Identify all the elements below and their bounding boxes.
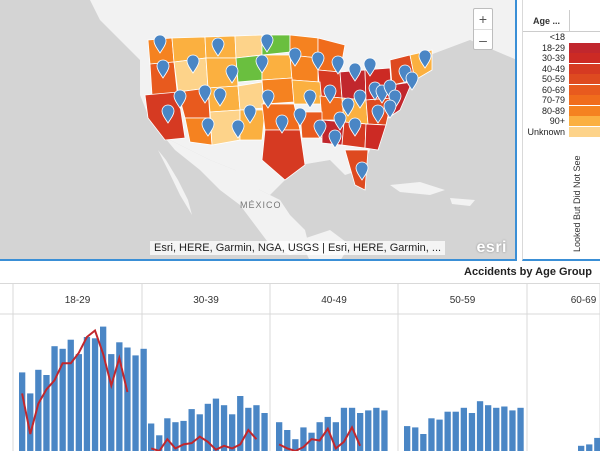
chart-bar[interactable] bbox=[253, 405, 259, 451]
legend-item-swatch bbox=[569, 43, 600, 53]
chart-bar[interactable] bbox=[221, 405, 227, 451]
chart-bar[interactable] bbox=[148, 424, 154, 451]
country-label: MÉXICO bbox=[240, 200, 282, 210]
legend-vertical-label: Looked But Did Not See bbox=[572, 155, 582, 252]
legend-item[interactable]: <18 bbox=[523, 32, 600, 43]
chart-bar[interactable] bbox=[365, 410, 371, 451]
age-group-chart: 18-29 30-39 40-49 50-59 60-69 bbox=[0, 284, 600, 451]
chart-panel: 18-29 30-39 40-49 50-59 60-69 bbox=[0, 283, 600, 450]
legend-item-swatch bbox=[569, 106, 600, 116]
chart-bar[interactable] bbox=[509, 410, 515, 451]
chart-bar[interactable] bbox=[164, 418, 170, 451]
legend-item[interactable]: 40-49 bbox=[523, 64, 600, 75]
column-header: 60-69 bbox=[571, 295, 597, 306]
chart-bars bbox=[19, 327, 600, 451]
chart-bar[interactable] bbox=[420, 434, 426, 451]
legend-item-label: 60-69 bbox=[542, 85, 565, 95]
legend-item-label: 40-49 bbox=[542, 64, 565, 74]
chart-bar[interactable] bbox=[445, 412, 451, 451]
chart-bar[interactable] bbox=[469, 413, 475, 451]
chart-bar[interactable] bbox=[92, 338, 98, 451]
legend-item[interactable]: 18-29 bbox=[523, 43, 600, 54]
chart-bar[interactable] bbox=[213, 399, 219, 451]
esri-logo[interactable]: esri bbox=[477, 239, 507, 257]
caribbean-islands bbox=[390, 182, 475, 206]
chart-bar[interactable] bbox=[51, 346, 57, 451]
chart-bar[interactable] bbox=[373, 408, 379, 451]
legend-item-swatch bbox=[569, 74, 600, 84]
chart-title: Accidents by Age Group bbox=[464, 266, 592, 278]
chart-bar[interactable] bbox=[485, 405, 491, 451]
chart-bar[interactable] bbox=[453, 412, 459, 451]
legend-item-swatch bbox=[569, 64, 600, 74]
legend-column-divider bbox=[569, 10, 570, 32]
legend-item-swatch bbox=[569, 116, 600, 126]
chart-bar[interactable] bbox=[229, 414, 235, 451]
column-header: 40-49 bbox=[321, 295, 347, 306]
chart-bar[interactable] bbox=[428, 418, 434, 451]
chart-bar[interactable] bbox=[189, 409, 195, 451]
legend-item-label: 90+ bbox=[550, 116, 565, 126]
map-attribution[interactable]: Esri, HERE, Garmin, NGA, USGS | Esri, HE… bbox=[150, 241, 445, 255]
legend-item-swatch bbox=[569, 53, 600, 63]
legend-item-swatch bbox=[569, 32, 600, 42]
chart-bar[interactable] bbox=[141, 349, 147, 451]
column-header: 30-39 bbox=[193, 295, 219, 306]
chart-bar[interactable] bbox=[477, 401, 483, 451]
legend-item-label: 50-59 bbox=[542, 74, 565, 84]
legend-title[interactable]: Age ... bbox=[533, 16, 560, 26]
baja-landmass bbox=[158, 150, 192, 215]
legend-item-swatch bbox=[569, 95, 600, 105]
column-header: 18-29 bbox=[65, 295, 91, 306]
legend-item-label: 70-79 bbox=[542, 95, 565, 105]
state-region bbox=[235, 35, 262, 58]
chart-bar[interactable] bbox=[594, 438, 600, 451]
chart-bar[interactable] bbox=[412, 427, 418, 451]
chart-bar[interactable] bbox=[132, 355, 138, 451]
legend-header: Age ... bbox=[523, 10, 600, 32]
chart-bar[interactable] bbox=[461, 408, 467, 451]
legend-item[interactable]: Unknown bbox=[523, 127, 600, 138]
chart-bar[interactable] bbox=[517, 408, 523, 451]
map-panel[interactable]: MÉXICO + – Esri, HERE, Garmin, NGA, USGS… bbox=[0, 0, 517, 261]
legend-item-label: Unknown bbox=[527, 127, 565, 137]
legend-item[interactable]: 70-79 bbox=[523, 95, 600, 106]
zoom-out-button[interactable]: – bbox=[474, 29, 492, 49]
chart-bar[interactable] bbox=[493, 408, 499, 451]
legend-item[interactable]: 60-69 bbox=[523, 85, 600, 96]
legend-item[interactable]: 50-59 bbox=[523, 74, 600, 85]
chart-bar[interactable] bbox=[84, 337, 90, 451]
chart-bar[interactable] bbox=[276, 422, 282, 451]
us-choropleth-map[interactable] bbox=[0, 0, 517, 261]
chart-column-headers: 18-29 30-39 40-49 50-59 60-69 bbox=[65, 295, 597, 306]
legend-item-swatch bbox=[569, 127, 600, 137]
chart-bar[interactable] bbox=[586, 444, 592, 451]
chart-bar[interactable] bbox=[76, 354, 82, 451]
legend-item-label: 80-89 bbox=[542, 106, 565, 116]
legend-item-label: 30-39 bbox=[542, 53, 565, 63]
state-region bbox=[365, 124, 386, 150]
chart-bar[interactable] bbox=[501, 407, 507, 451]
zoom-control: + – bbox=[473, 8, 493, 50]
chart-bar[interactable] bbox=[68, 340, 74, 451]
chart-bar[interactable] bbox=[381, 410, 387, 451]
chart-bar[interactable] bbox=[404, 426, 410, 451]
column-header: 50-59 bbox=[450, 295, 476, 306]
chart-bar[interactable] bbox=[19, 372, 25, 451]
chart-bar[interactable] bbox=[261, 413, 267, 451]
chart-bar[interactable] bbox=[578, 446, 584, 451]
chart-bar[interactable] bbox=[108, 354, 114, 451]
legend-item-label: 18-29 bbox=[542, 43, 565, 53]
chart-bar[interactable] bbox=[124, 348, 130, 451]
chart-bar[interactable] bbox=[436, 420, 442, 451]
legend-item[interactable]: 30-39 bbox=[523, 53, 600, 64]
legend-item-label: <18 bbox=[550, 32, 565, 42]
legend-item[interactable]: 80-89 bbox=[523, 106, 600, 117]
legend-item[interactable]: 90+ bbox=[523, 116, 600, 127]
chart-bar[interactable] bbox=[197, 414, 203, 451]
zoom-in-button[interactable]: + bbox=[474, 9, 492, 29]
legend-item-swatch bbox=[569, 85, 600, 95]
